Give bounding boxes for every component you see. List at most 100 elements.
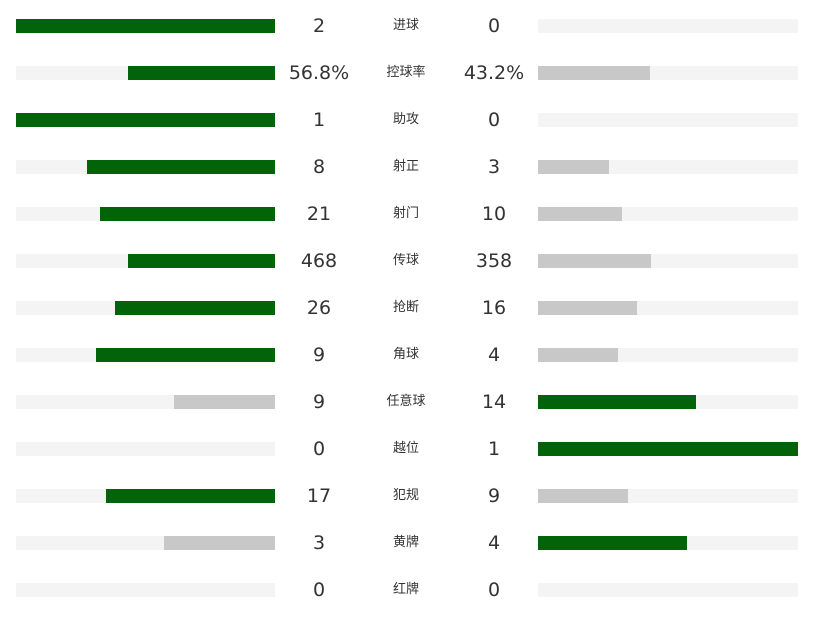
away-value: 3 xyxy=(487,156,501,178)
away-bar-fill xyxy=(538,395,696,409)
home-bar-track xyxy=(16,442,275,456)
stat-row: 1 助攻 0 xyxy=(0,94,829,141)
stat-label: 黄牌 xyxy=(392,535,419,550)
stat-label: 红牌 xyxy=(392,582,419,597)
away-value: 43.2% xyxy=(463,62,525,84)
away-bar-track xyxy=(538,395,798,409)
home-bar-track xyxy=(16,301,275,315)
away-value: 1 xyxy=(487,438,501,460)
away-bar-track xyxy=(538,442,798,456)
stat-label: 抢断 xyxy=(392,300,419,315)
home-value: 21 xyxy=(306,203,332,225)
away-bar-track xyxy=(538,160,798,174)
away-bar-fill xyxy=(538,254,651,268)
home-value: 2 xyxy=(312,15,326,37)
away-bar-track xyxy=(538,301,798,315)
home-bar-fill xyxy=(115,301,275,315)
away-bar-track xyxy=(538,254,798,268)
home-bar-track xyxy=(16,19,275,33)
stat-row: 0 红牌 0 xyxy=(0,564,829,611)
away-value: 10 xyxy=(481,203,507,225)
home-bar-fill xyxy=(16,19,275,33)
away-bar-track xyxy=(538,348,798,362)
home-value: 0 xyxy=(312,438,326,460)
away-value: 4 xyxy=(487,532,501,554)
stat-label: 控球率 xyxy=(386,65,426,80)
away-bar-fill xyxy=(538,66,650,80)
home-value: 3 xyxy=(312,532,326,554)
home-bar-fill xyxy=(164,536,275,550)
stat-label: 进球 xyxy=(392,18,419,33)
home-bar-fill xyxy=(128,254,275,268)
home-value: 26 xyxy=(306,297,332,319)
away-value: 358 xyxy=(475,250,513,272)
home-bar-fill xyxy=(128,66,275,80)
away-bar-track xyxy=(538,489,798,503)
away-value: 4 xyxy=(487,344,501,366)
away-bar-fill xyxy=(538,160,609,174)
home-value: 8 xyxy=(312,156,326,178)
stat-row: 8 射正 3 xyxy=(0,141,829,188)
stat-row: 3 黄牌 4 xyxy=(0,517,829,564)
away-bar-fill xyxy=(538,348,618,362)
away-value: 14 xyxy=(481,391,507,413)
stat-label: 犯规 xyxy=(392,488,419,503)
home-bar-track xyxy=(16,536,275,550)
home-bar-fill xyxy=(174,395,275,409)
stat-row: 2 进球 0 xyxy=(0,0,829,47)
home-bar-fill xyxy=(16,113,275,127)
stat-row: 468 传球 358 xyxy=(0,235,829,282)
stat-label: 角球 xyxy=(392,347,419,362)
home-value: 468 xyxy=(300,250,338,272)
stat-row: 56.8% 控球率 43.2% xyxy=(0,47,829,94)
home-bar-track xyxy=(16,489,275,503)
away-value: 0 xyxy=(487,109,501,131)
home-value: 9 xyxy=(312,391,326,413)
away-bar-track xyxy=(538,113,798,127)
stat-label: 射门 xyxy=(392,206,419,221)
stat-row: 17 犯规 9 xyxy=(0,470,829,517)
home-bar-fill xyxy=(87,160,275,174)
home-bar-track xyxy=(16,395,275,409)
away-bar-track xyxy=(538,536,798,550)
home-bar-track xyxy=(16,160,275,174)
away-bar-fill xyxy=(538,536,687,550)
away-value: 0 xyxy=(487,15,501,37)
stat-label: 助攻 xyxy=(392,112,419,127)
home-value: 1 xyxy=(312,109,326,131)
away-bar-fill xyxy=(538,301,637,315)
stat-label: 传球 xyxy=(392,253,419,268)
home-value: 17 xyxy=(306,485,332,507)
home-bar-track xyxy=(16,254,275,268)
away-bar-fill xyxy=(538,489,628,503)
home-bar-track xyxy=(16,113,275,127)
stat-row: 0 越位 1 xyxy=(0,423,829,470)
stat-label: 射正 xyxy=(392,159,419,174)
stat-row: 26 抢断 16 xyxy=(0,282,829,329)
home-bar-track xyxy=(16,207,275,221)
home-bar-fill xyxy=(100,207,275,221)
home-bar-fill xyxy=(106,489,275,503)
home-bar-track xyxy=(16,583,275,597)
home-bar-fill xyxy=(96,348,275,362)
home-value: 0 xyxy=(312,579,326,601)
home-bar-track xyxy=(16,348,275,362)
away-bar-track xyxy=(538,19,798,33)
stat-row: 21 射门 10 xyxy=(0,188,829,235)
stat-label: 越位 xyxy=(392,441,419,456)
home-bar-track xyxy=(16,66,275,80)
away-bar-track xyxy=(538,207,798,221)
away-value: 9 xyxy=(487,485,501,507)
away-value: 0 xyxy=(487,579,501,601)
stat-row: 9 任意球 14 xyxy=(0,376,829,423)
away-bar-track xyxy=(538,583,798,597)
away-bar-fill xyxy=(538,442,798,456)
home-value: 9 xyxy=(312,344,326,366)
away-bar-fill xyxy=(538,207,622,221)
home-value: 56.8% xyxy=(288,62,350,84)
away-value: 16 xyxy=(481,297,507,319)
away-bar-track xyxy=(538,66,798,80)
stat-row: 9 角球 4 xyxy=(0,329,829,376)
stat-label: 任意球 xyxy=(386,394,426,409)
